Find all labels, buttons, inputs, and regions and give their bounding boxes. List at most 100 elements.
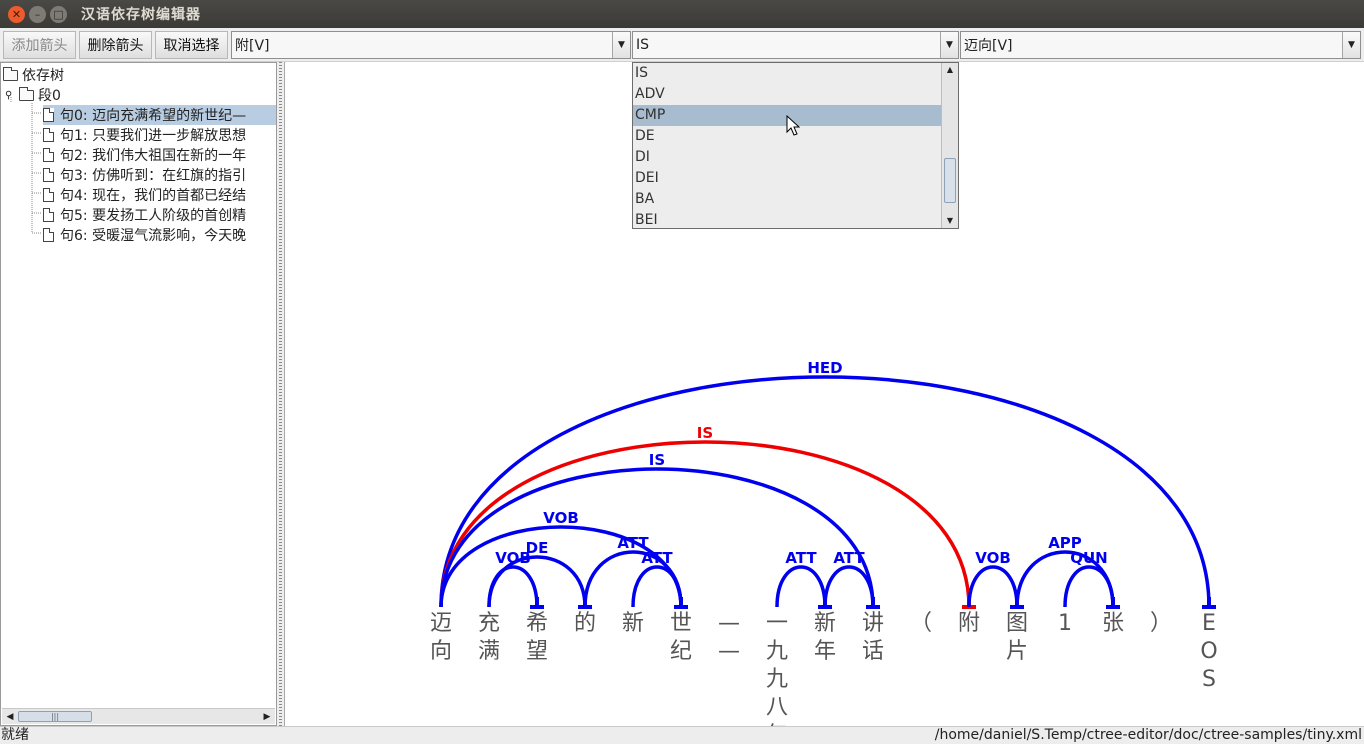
token-char[interactable]: S [1202,667,1216,692]
dropdown-item-adv[interactable]: ADV [635,86,665,102]
head-word-value: 迈向[V] [964,38,1013,54]
arc-label[interactable]: QUN [1070,549,1108,567]
maximize-icon[interactable]: □ [50,5,67,23]
dependency-arc[interactable] [823,565,875,608]
arc-label[interactable]: ATT [785,549,817,567]
relation-dropdown-list[interactable]: IS ADV CMP DE DI DEI BA BEI ▲ ▼ [632,62,959,229]
cancel-selection-button[interactable]: 取消选择 [155,31,228,59]
scroll-left-icon[interactable]: ◀ [6,712,14,722]
tree-sentence-2[interactable]: 句2: 我们伟大祖国在新的一年 [43,145,246,165]
token-char[interactable]: 新 [622,611,644,636]
arc-label[interactable]: VOB [975,549,1011,567]
dependency-arc[interactable] [439,467,875,608]
arc-label[interactable]: DE [526,539,549,557]
token-char[interactable]: 希 [526,611,548,636]
arc-label[interactable]: IS [697,424,713,442]
token-char[interactable]: — [718,639,740,664]
token-char[interactable]: E [1202,611,1216,636]
token-char[interactable]: 八 [766,695,788,720]
dropdown-item-bei[interactable]: BEI [635,212,658,228]
dependency-arc[interactable] [1063,565,1115,608]
scroll-up-icon[interactable]: ▲ [946,65,954,74]
tree-sentence-0[interactable]: 句0: 迈向充满希望的新世纪— [43,105,276,125]
scroll-down-icon[interactable]: ▼ [946,216,954,225]
token-char[interactable]: 充 [478,611,500,636]
relation-combo[interactable]: IS ▼ [632,31,959,59]
tree-sentence-label: 句2: 我们伟大祖国在新的一年 [60,148,247,164]
minimize-icon[interactable]: – [29,5,46,23]
dropdown-item-de[interactable]: DE [635,128,655,144]
arc-label[interactable]: APP [1048,534,1082,552]
token-char[interactable]: 片 [1006,639,1028,664]
document-icon [43,148,54,162]
head-word-combo[interactable]: 迈向[V] ▼ [960,31,1361,59]
dropdown-item-ba[interactable]: BA [635,191,655,207]
mouse-cursor-icon [786,115,800,136]
dependency-arc[interactable] [439,375,1211,608]
dropdown-item-dei[interactable]: DEI [635,170,659,186]
chevron-down-icon[interactable]: ▼ [1342,32,1360,58]
delete-arrow-button[interactable]: 删除箭头 [79,31,152,59]
tree-root[interactable]: 依存树 [3,65,64,85]
token-char[interactable]: 话 [862,639,884,664]
dependency-canvas[interactable]: 迈向充满希望的新世纪——一九九八年新年讲话（附图片1张）EOSHEDISISVO… [285,62,1364,744]
document-icon [43,108,54,122]
pane-splitter[interactable] [277,62,285,726]
arc-label[interactable]: ATT [617,534,649,552]
tree-sentence-3[interactable]: 句3: 仿佛听到：在红旗的指引 [43,165,246,185]
scroll-thumb[interactable] [944,158,956,203]
tree-sentence-1[interactable]: 句1: 只要我们进一步解放思想 [43,125,246,145]
dependency-tree-svg[interactable]: 迈向充满希望的新世纪——一九九八年新年讲话（附图片1张）EOSHEDISISVO… [285,62,1364,744]
token-char[interactable]: 1 [1058,611,1072,636]
tree-sentence-4[interactable]: 句4: 现在，我们的首都已经结 [43,185,246,205]
token-char[interactable]: 一 [766,611,788,636]
token-char[interactable]: 满 [478,639,500,664]
token-char[interactable]: 新 [814,611,836,636]
tree-paragraph[interactable]: ⚲ 段0 [5,85,61,105]
dependency-arc[interactable] [775,565,827,608]
chevron-down-icon[interactable]: ▼ [940,32,958,58]
token-char[interactable]: 纪 [670,639,692,664]
token-char[interactable]: 世 [670,611,692,636]
arc-label[interactable]: HED [807,359,842,377]
chevron-down-icon[interactable]: ▼ [612,32,630,58]
scroll-right-icon[interactable]: ▶ [263,712,271,722]
scroll-thumb[interactable]: ||| [18,711,92,722]
dropdown-item-di[interactable]: DI [635,149,650,165]
document-icon [43,228,54,242]
tree-horizontal-scrollbar[interactable]: ◀ ||| ▶ [2,708,275,724]
token-char[interactable]: 附 [958,611,980,636]
arc-label[interactable]: ATT [833,549,865,567]
add-arrow-button[interactable]: 添加箭头 [3,31,76,59]
arc-label[interactable]: ATT [641,549,673,567]
token-char[interactable]: ） [1150,611,1172,636]
dependency-arc[interactable] [967,565,1019,608]
token-char[interactable]: 九 [766,667,788,692]
dependency-arc[interactable] [631,565,683,608]
token-char[interactable]: 的 [574,611,596,636]
dropdown-item-is[interactable]: IS [635,65,649,81]
arc-label[interactable]: VOB [495,549,531,567]
token-char[interactable]: 图 [1006,611,1028,636]
arc-label[interactable]: VOB [543,509,579,527]
close-icon[interactable]: ✕ [8,5,25,23]
token-char[interactable]: 张 [1102,611,1124,636]
token-char[interactable]: 望 [526,639,548,664]
token-char[interactable]: 向 [430,639,452,664]
dependency-arc[interactable] [439,440,971,608]
tree-sentence-6[interactable]: 句6: 受暖湿气流影响，今天晚 [43,225,246,245]
token-char[interactable]: 迈 [430,611,452,636]
arc-label[interactable]: IS [649,451,665,469]
tree-lines [10,97,42,234]
token-char[interactable]: O [1200,639,1217,664]
tree-sentence-5[interactable]: 句5: 要发扬工人阶级的首创精 [43,205,246,225]
token-char[interactable]: 年 [814,639,836,664]
token-char[interactable]: 讲 [862,611,884,636]
token-char[interactable]: （ [910,611,932,636]
token-char[interactable]: 九 [766,639,788,664]
dependent-word-combo[interactable]: 附[V] ▼ [231,31,631,59]
dropdown-scrollbar[interactable]: ▲ ▼ [941,63,958,228]
dependency-arc[interactable] [487,565,539,608]
token-char[interactable]: — [718,611,740,636]
expand-toggle-icon[interactable]: ⚲ [5,89,13,101]
